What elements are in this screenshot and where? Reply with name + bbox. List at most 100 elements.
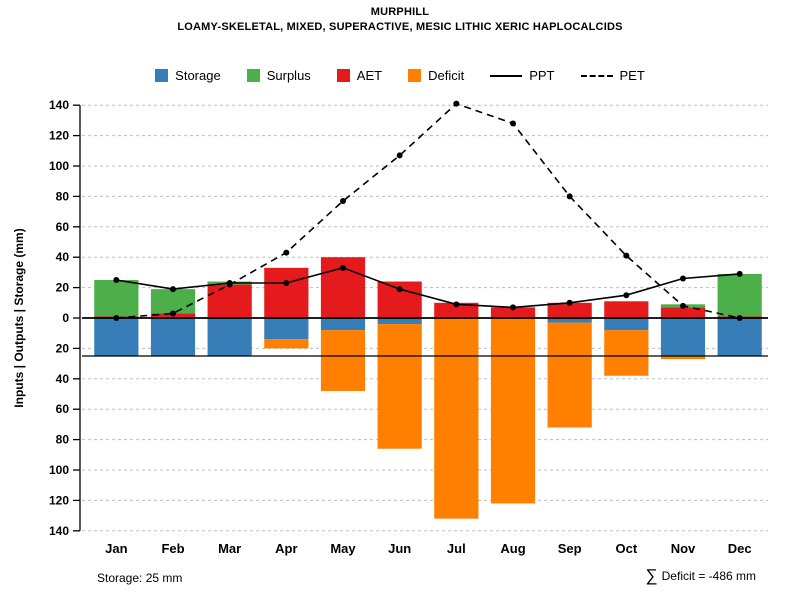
legend-label-pet: PET <box>619 68 645 83</box>
bar-deficit-may <box>320 330 366 391</box>
pet-point-apr <box>283 249 290 256</box>
pet-point-dec <box>736 315 743 321</box>
y-tick-label: 140 <box>49 98 69 112</box>
pet-point-may <box>340 197 346 204</box>
x-tick-label-jan: Jan <box>105 541 127 556</box>
ppt-point-feb <box>170 286 176 293</box>
bar-aet-nov <box>660 307 706 318</box>
ppt-point-jun <box>396 286 403 293</box>
bar-storage-mar <box>207 318 252 356</box>
bar-storage-nov <box>660 318 706 356</box>
deficit-swatch <box>408 69 422 82</box>
ppt-point-jul <box>453 301 460 308</box>
bar-deficit-apr <box>264 339 309 349</box>
pet-line <box>116 102 740 319</box>
surplus-swatch <box>246 69 260 82</box>
y-axis-title: Inputs | Outputs | Storage (mm) <box>12 228 26 407</box>
bar-surplus-feb <box>150 289 196 314</box>
bar-aet-oct <box>604 301 649 318</box>
ppt-point-may <box>340 264 346 271</box>
pet-point-jun <box>396 152 403 159</box>
ppt-point-jan <box>113 277 120 283</box>
ppt-point-aug <box>510 304 516 311</box>
bar-deficit-aug <box>490 318 536 504</box>
bar-aet-aug <box>490 307 536 318</box>
bar-deficit-oct <box>604 330 649 376</box>
bar-storage-sep <box>547 318 592 323</box>
storage-annotation: Storage: 25 mm <box>97 571 183 585</box>
legend-item-surplus: Surplus <box>246 68 311 83</box>
bar-aet-apr <box>264 267 309 318</box>
legend-label-ppt: PPT <box>529 68 555 83</box>
pet-point-feb <box>170 310 176 317</box>
bar-deficit-nov <box>660 356 706 360</box>
legend-label-storage: Storage <box>175 68 221 83</box>
pet-point-jan <box>113 315 120 321</box>
pet-point-aug <box>510 120 516 127</box>
legend-label-surplus: Surplus <box>266 68 311 83</box>
legend-label-deficit: Deficit <box>428 68 465 83</box>
y-tick-label: 80 <box>56 189 70 203</box>
pet-point-sep <box>566 193 573 200</box>
bar-deficit-jun <box>377 324 422 449</box>
deficit-annotation-text: Deficit = -486 mm <box>661 568 756 583</box>
legend-item-aet: AET <box>336 68 382 83</box>
bar-storage-apr <box>264 318 309 340</box>
pet-point-nov <box>680 302 686 309</box>
pet-point-mar <box>226 281 233 288</box>
y-tick-label: 0 <box>62 311 69 325</box>
x-tick-label-jul: Jul <box>447 541 466 556</box>
bar-surplus-jan <box>94 280 139 317</box>
ppt-point-nov <box>680 275 686 282</box>
legend: Storage Surplus AET Deficit PPT PET <box>0 68 800 83</box>
x-tick-label-nov: Nov <box>671 541 696 556</box>
bar-storage-jun <box>377 318 422 325</box>
x-tick-label-sep: Sep <box>558 541 582 556</box>
storage-swatch <box>155 69 169 82</box>
ppt-point-apr <box>283 280 290 287</box>
pet-line-sample <box>580 74 613 77</box>
y-tick-label: 100 <box>49 463 69 477</box>
y-tick-label: 40 <box>56 372 70 386</box>
ppt-point-sep <box>566 299 573 306</box>
x-tick-label-jun: Jun <box>388 541 411 556</box>
bar-surplus-dec <box>717 273 762 317</box>
legend-item-storage: Storage <box>155 68 221 83</box>
ppt-line <box>116 266 740 309</box>
y-tick-label: 60 <box>56 402 70 416</box>
x-tick-label-oct: Oct <box>615 541 637 556</box>
y-tick-label: 140 <box>49 524 69 538</box>
bar-aet-mar <box>207 284 252 318</box>
pet-point-jul <box>453 100 460 107</box>
x-tick-label-dec: Dec <box>728 541 752 556</box>
y-tick-label: 120 <box>49 493 69 507</box>
y-tick-label: 40 <box>56 250 70 264</box>
ppt-point-oct <box>623 292 630 299</box>
legend-item-ppt: PPT <box>490 68 555 83</box>
page-subtitle: LOAMY-SKELETAL, MIXED, SUPERACTIVE, MESI… <box>177 21 623 33</box>
y-tick-label: 120 <box>49 129 69 143</box>
bar-aet-jul <box>434 302 479 318</box>
bar-storage-may <box>320 318 366 331</box>
bar-deficit-jul <box>434 318 479 519</box>
deficit-annotation: ∑ Deficit = -486 mm <box>646 567 756 584</box>
y-tick-label: 20 <box>56 341 70 355</box>
page-title: MURPHILL <box>370 6 430 18</box>
ppt-point-dec <box>736 270 743 277</box>
x-tick-label-may: May <box>330 541 356 556</box>
y-tick-label: 80 <box>56 433 70 447</box>
bar-storage-dec <box>717 318 762 356</box>
legend-item-deficit: Deficit <box>408 68 464 83</box>
x-tick-label-feb: Feb <box>161 541 184 556</box>
bar-storage-feb <box>150 318 196 356</box>
x-tick-label-mar: Mar <box>218 541 241 556</box>
aet-swatch <box>336 69 350 82</box>
ppt-line-sample <box>490 74 523 77</box>
y-tick-label: 20 <box>56 281 70 295</box>
bar-storage-jan <box>94 318 139 356</box>
bar-aet-sep <box>547 302 592 318</box>
bar-storage-oct <box>604 318 649 331</box>
y-tick-label: 60 <box>56 220 70 234</box>
